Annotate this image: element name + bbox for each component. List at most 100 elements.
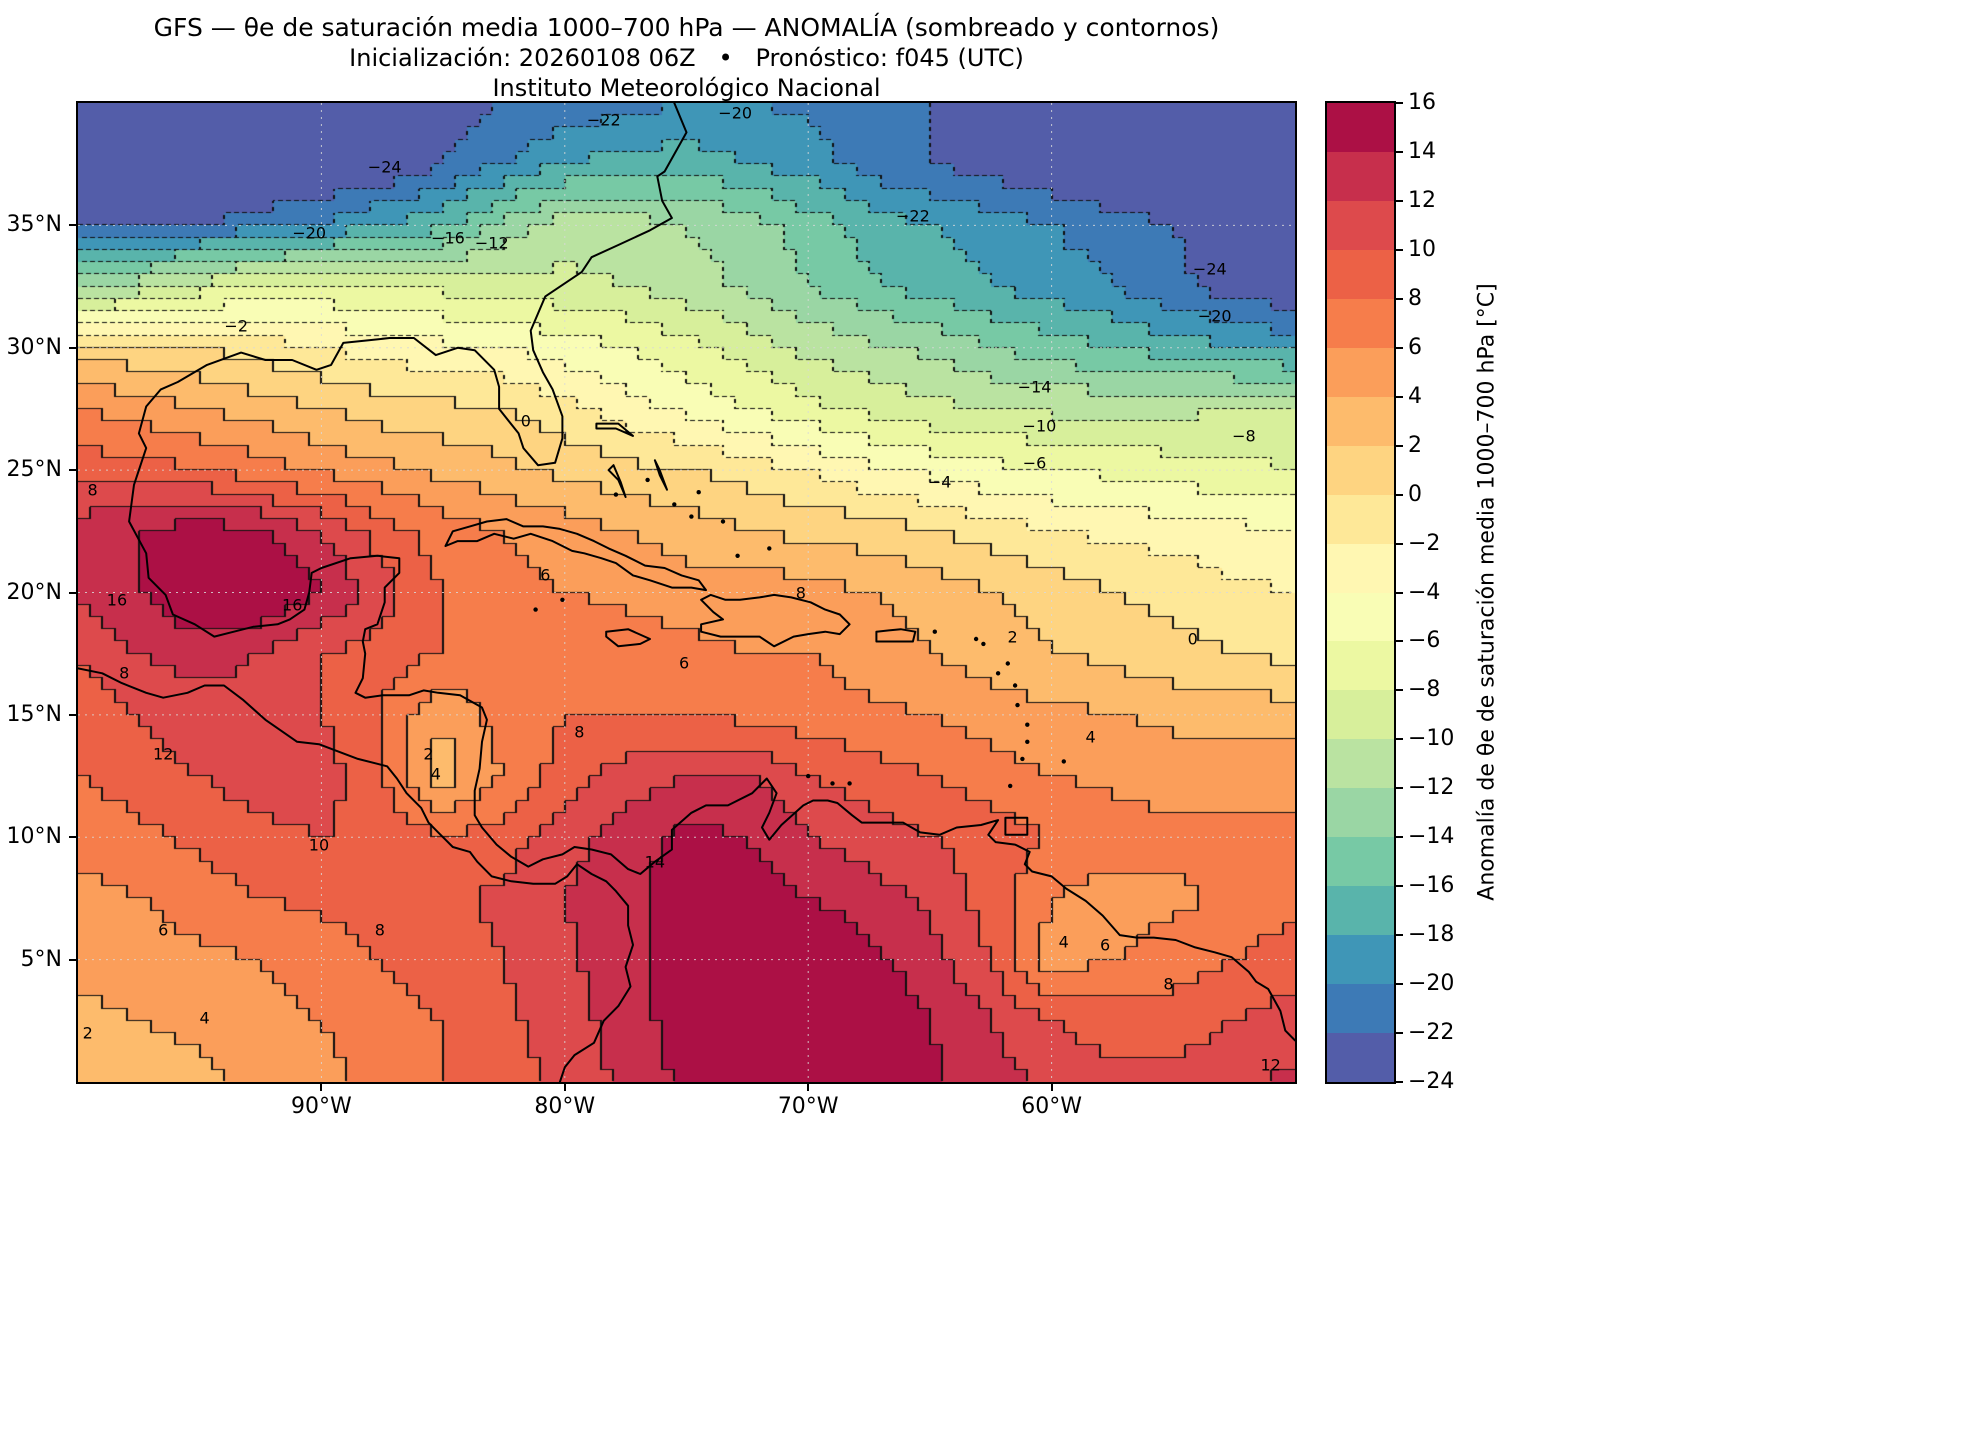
island-dot xyxy=(1025,722,1030,727)
y-tick-label: 20°N xyxy=(6,579,62,605)
colorbar-tick-mark xyxy=(1396,983,1403,986)
colorbar-tick-label: 8 xyxy=(1408,285,1422,311)
island-dot xyxy=(645,477,650,483)
coastline-path xyxy=(78,667,634,1082)
colorbar-segment xyxy=(1327,445,1394,495)
island-dot xyxy=(560,597,565,602)
x-tick-label: 60°W xyxy=(1021,1094,1082,1119)
colorbar-tick-label: 0 xyxy=(1408,481,1422,507)
island-dot xyxy=(1012,683,1018,688)
colorbar-tick-mark xyxy=(1396,836,1403,839)
coastline-path xyxy=(128,103,1295,1042)
colorbar-tick-label: 16 xyxy=(1408,90,1436,115)
y-tick-label: 30°N xyxy=(6,334,62,360)
island-dot xyxy=(981,641,986,647)
island-dot xyxy=(830,781,835,786)
colorbar-tick-mark xyxy=(1396,248,1403,251)
colorbar-tick-mark xyxy=(1396,297,1403,300)
colorbar-tick-label: −22 xyxy=(1408,1020,1455,1046)
y-tick-mark xyxy=(69,346,76,349)
colorbar-tick-label: −2 xyxy=(1408,530,1441,556)
colorbar-tick-mark xyxy=(1396,1081,1403,1083)
island-dot xyxy=(932,629,937,634)
colorbar-segment xyxy=(1327,543,1394,593)
chart-subtitle: Inicialización: 20260108 06Z • Pronóstic… xyxy=(349,44,1024,72)
colorbar-tick-label: 4 xyxy=(1408,383,1422,409)
colorbar-tick-mark xyxy=(1396,346,1403,349)
colorbar-segment xyxy=(1327,298,1394,348)
y-tick-label: 15°N xyxy=(6,701,62,727)
y-tick-mark xyxy=(69,836,76,839)
colorbar-tick-mark xyxy=(1396,1032,1403,1035)
small-islands xyxy=(533,477,1066,789)
y-tick-mark xyxy=(69,713,76,716)
x-tick-mark xyxy=(563,1084,566,1091)
colorbar-segment xyxy=(1327,935,1394,985)
island-dot xyxy=(613,492,619,497)
island-dot xyxy=(806,773,811,779)
colorbar-tick-label: −6 xyxy=(1408,628,1441,654)
colorbar-tick-mark xyxy=(1396,444,1403,447)
y-tick-label: 10°N xyxy=(6,824,62,850)
colorbar-tick-mark xyxy=(1396,395,1403,398)
title-block: GFS — θe de saturación media 1000–700 hP… xyxy=(78,12,1295,103)
x-tick-mark xyxy=(320,1084,323,1091)
map-plot-area: −24 −22 −20 −20 −16 −12 −22 −24 −20 −14 −10 −6 −4 −8−… xyxy=(78,103,1295,1082)
coastline-path xyxy=(653,459,668,491)
island-dot xyxy=(689,514,694,519)
chart-title: GFS — θe de saturación media 1000–700 hP… xyxy=(153,13,1220,42)
colorbar-tick-label: 14 xyxy=(1408,138,1436,164)
island-dot xyxy=(696,490,701,495)
x-tick-label: 80°W xyxy=(534,1094,596,1119)
colorbar-tick-mark xyxy=(1396,102,1403,104)
y-tick-mark xyxy=(69,591,76,594)
colorbar-tick-mark xyxy=(1396,591,1403,594)
colorbar-tick-mark xyxy=(1396,493,1403,496)
island-dot xyxy=(672,502,677,507)
island-dot xyxy=(1020,756,1025,762)
colorbar-tick-mark xyxy=(1396,689,1403,692)
colorbar-tick-mark xyxy=(1396,738,1403,741)
x-tick-mark xyxy=(807,1084,810,1091)
colorbar-segment xyxy=(1327,200,1394,250)
colorbar-segment xyxy=(1327,1033,1394,1083)
colorbar-segment xyxy=(1327,837,1394,887)
colorbar-segment xyxy=(1327,396,1394,446)
coastline-path xyxy=(605,628,651,648)
coastlines xyxy=(78,103,1295,1082)
colorbar-tick-label: −14 xyxy=(1408,824,1455,850)
island-dot xyxy=(995,671,1001,676)
colorbar-tick-label: 6 xyxy=(1408,334,1422,360)
x-tick-mark xyxy=(1050,1084,1053,1091)
colorbar-tick-mark xyxy=(1396,199,1403,202)
colorbar-tick-mark xyxy=(1396,885,1403,888)
colorbar-tick-label: −16 xyxy=(1408,873,1455,899)
y-tick-mark xyxy=(69,958,76,961)
colorbar-label: Anomalía de θe de saturación media 1000–… xyxy=(1474,283,1500,901)
colorbar-tick-label: −4 xyxy=(1408,579,1441,605)
colorbar-segment xyxy=(1327,886,1394,936)
colorbar-tick-label: 12 xyxy=(1408,187,1436,213)
colorbar-segment xyxy=(1327,690,1394,740)
colorbar-tick-label: 10 xyxy=(1408,236,1436,262)
colorbar-segment xyxy=(1327,984,1394,1034)
y-tick-mark xyxy=(69,224,76,227)
colorbar-gradient xyxy=(1327,103,1394,1083)
colorbar-tick-label: −8 xyxy=(1408,677,1441,703)
map-overlay-svg xyxy=(78,103,1295,1082)
colorbar-segment xyxy=(1327,641,1394,691)
colorbar-segment xyxy=(1327,103,1394,152)
colorbar-segment xyxy=(1327,739,1394,789)
y-tick-label: 35°N xyxy=(6,212,62,238)
colorbar-tick-mark xyxy=(1396,934,1403,937)
graticule-gridlines xyxy=(78,103,1295,1082)
coastline-path xyxy=(444,518,707,592)
island-dot xyxy=(767,546,772,551)
colorbar-segment xyxy=(1327,494,1394,544)
coastline-path xyxy=(607,464,627,498)
colorbar-tick-mark xyxy=(1396,787,1403,790)
colorbar-tick-label: −10 xyxy=(1408,726,1455,752)
colorbar-segment xyxy=(1327,592,1394,642)
x-tick-label: 70°W xyxy=(777,1094,839,1119)
